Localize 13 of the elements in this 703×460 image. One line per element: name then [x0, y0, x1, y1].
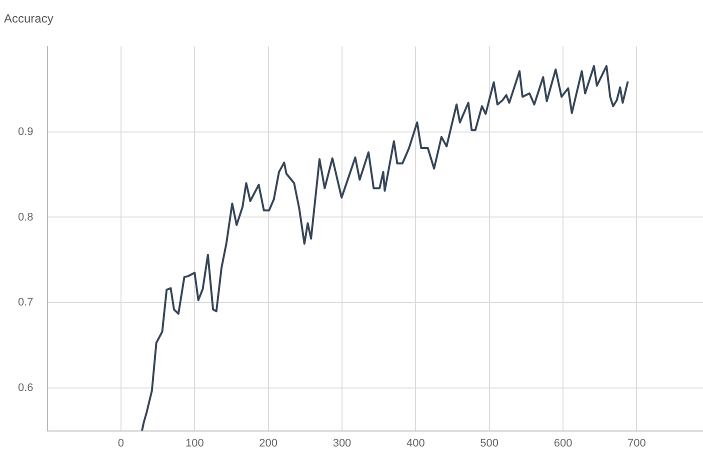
- x-tick-label: 0: [118, 437, 124, 450]
- x-tick-label: 500: [480, 437, 499, 450]
- y-tick-label: 0.8: [18, 211, 34, 224]
- x-tick-label: 200: [259, 437, 278, 450]
- y-tick-label: 0.6: [18, 382, 34, 394]
- y-tick-label: 0.7: [18, 296, 34, 309]
- x-tick-label: 300: [332, 437, 352, 450]
- x-tick-label: 400: [406, 437, 425, 450]
- chart-title: Accuracy: [4, 12, 54, 26]
- y-tick-label: 0.9: [18, 126, 34, 138]
- x-tick-label: 700: [628, 437, 646, 450]
- x-tick-label: 600: [554, 437, 572, 450]
- x-tick-label: 100: [185, 437, 204, 450]
